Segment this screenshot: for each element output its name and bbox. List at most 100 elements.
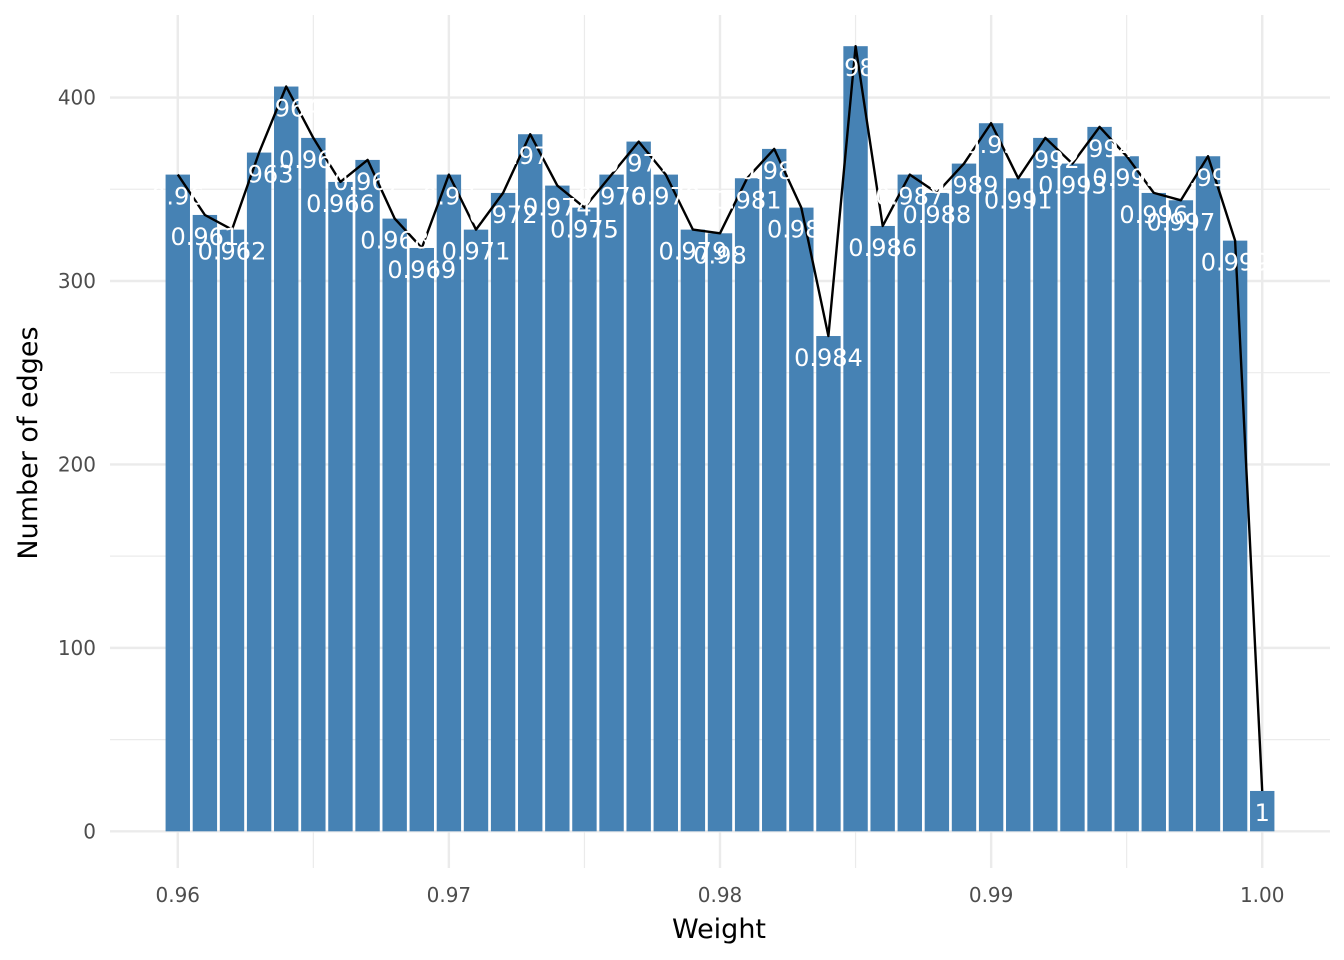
bar [1033, 137, 1058, 832]
bar-label: 0.96 [151, 183, 204, 211]
bar [572, 207, 597, 832]
bar [599, 174, 624, 832]
bar-label: 0.994 [1065, 135, 1134, 163]
bar-label: 0.99 [964, 131, 1017, 159]
bar-label: 0.987 [875, 183, 944, 211]
bar [165, 174, 190, 832]
bar [545, 185, 570, 832]
bar [978, 123, 1004, 832]
bar-label: 0.995 [1092, 164, 1161, 192]
bar-label: 0.992 [1011, 146, 1080, 174]
bar-label: 0.977 [604, 150, 673, 178]
x-tick-label: 0.96 [156, 883, 201, 907]
bar-label: 0.979 [659, 238, 728, 266]
y-tick-label: 400 [58, 86, 96, 110]
bar-label: 0.972 [469, 201, 538, 229]
bar-label: 0.974 [523, 194, 592, 222]
bar-label: 0.975 [550, 216, 619, 244]
bar [762, 148, 787, 832]
bar-label: 0.97 [422, 183, 475, 211]
bar [328, 181, 353, 832]
bar [1195, 156, 1221, 832]
bar [1087, 126, 1112, 832]
bar-label: 0.983 [767, 216, 836, 244]
bar-label: 0.978 [631, 183, 700, 211]
bar [870, 225, 895, 832]
x-tick-label: 0.98 [698, 883, 743, 907]
bar [301, 137, 326, 832]
bar-label: 1 [1255, 799, 1270, 827]
bar-label: 0.993 [1038, 172, 1107, 200]
bar [626, 141, 651, 832]
bar-label: 0.988 [903, 201, 972, 229]
bar [789, 207, 814, 832]
bar-label: 0.966 [306, 190, 375, 218]
bar [924, 192, 950, 832]
bar [219, 229, 245, 832]
bar-label: 0.985 [821, 54, 890, 82]
y-tick-label: 100 [58, 636, 96, 660]
line-layer [176, 45, 1264, 792]
bar [382, 218, 407, 832]
bar-label: 0.997 [1147, 208, 1216, 236]
series-line [176, 45, 1264, 792]
bar-label: 0.98 [693, 241, 746, 269]
x-axis-title: Weight [672, 914, 766, 945]
bar [1222, 240, 1248, 832]
bar-label: 0.982 [740, 157, 809, 185]
y-tick-label: 0 [83, 819, 96, 843]
bar [1006, 178, 1031, 832]
bar [653, 174, 678, 832]
bar [1060, 163, 1085, 832]
bar [463, 229, 489, 832]
bar-label: 0.963 [225, 161, 294, 189]
bar [192, 214, 218, 832]
y-tick-label: 300 [58, 269, 96, 293]
bar [843, 46, 868, 832]
bar [409, 247, 434, 832]
bar-label: 0.981 [713, 186, 782, 214]
bar-label: 0.989 [930, 172, 999, 200]
bar-label: 0.991 [984, 186, 1053, 214]
bar-label: 0.969 [387, 256, 456, 284]
bar-label: 0.965 [279, 146, 348, 174]
bar [816, 336, 841, 832]
bar [1141, 192, 1166, 832]
bar [490, 192, 516, 832]
bar-label: 0.986 [848, 234, 917, 262]
bar-label: 0.962 [198, 238, 267, 266]
axis-layer: 0.96 0.97 0.98 0.99 1.00 0 100 200 300 400 [58, 86, 1285, 907]
x-tick-label: 1.00 [1240, 883, 1285, 907]
y-axis-title: Number of edges [13, 326, 44, 559]
bar-label: 0.971 [442, 238, 511, 266]
bar [951, 163, 977, 832]
bar [680, 229, 706, 832]
bar-label: 0.961 [171, 223, 240, 251]
y-tick-label: 200 [58, 452, 96, 476]
bar [1168, 200, 1194, 832]
bar [707, 233, 733, 832]
bar [1114, 156, 1139, 832]
bar [897, 174, 922, 832]
bar [1250, 790, 1275, 832]
bar-label: 0.998 [1174, 164, 1243, 192]
x-tick-label: 0.99 [969, 883, 1014, 907]
bar-label: 0.968 [360, 227, 429, 255]
bar-label: 0.996 [1119, 201, 1188, 229]
bar-label: 0.973 [496, 142, 565, 170]
bar-label: 0.984 [794, 344, 863, 372]
bar-label: 0.976 [577, 183, 646, 211]
bar-layer [165, 46, 1275, 832]
x-tick-label: 0.97 [427, 883, 472, 907]
bar [436, 174, 462, 832]
bar-label: 0.967 [333, 168, 402, 196]
bar [246, 152, 272, 832]
bar [518, 134, 543, 832]
bar [274, 86, 299, 832]
bar [355, 159, 380, 832]
bar-label: 0.999 [1201, 249, 1270, 277]
bar-label: 0.964 [252, 95, 321, 123]
bar [734, 178, 760, 832]
